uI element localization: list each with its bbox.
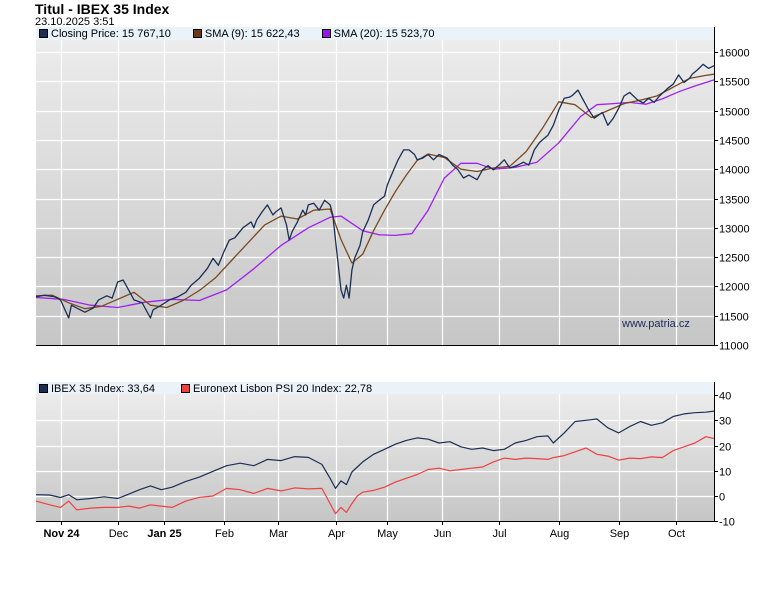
sma9-swatch	[192, 29, 202, 38]
price-y-tick-label: 13000	[719, 224, 750, 236]
compare-y-tick-label: 0	[719, 492, 725, 504]
chart-title: Titul - IBEX 35 Index	[35, 1, 170, 17]
legend-sma20-label: SMA (20): 15 523,70	[333, 27, 435, 40]
price-plot-area	[36, 40, 714, 345]
compare-y-tick-label: 40	[719, 391, 731, 403]
price-y-tick-label: 12000	[719, 282, 750, 294]
compare-y-tick-label: 20	[719, 442, 731, 454]
x-tick-label: Sep	[610, 528, 630, 540]
psi20-swatch	[180, 384, 190, 393]
legend-sma9-label: SMA (9): 15 622,43	[204, 27, 300, 40]
price-y-tick-label: 11000	[719, 341, 749, 353]
price-y-ticks: 16000 15500 15000 14500 14000 13500 13000 12500…	[714, 48, 750, 353]
price-grid	[36, 40, 714, 345]
price-legend-band	[36, 27, 714, 40]
x-tick-label: Mar	[269, 528, 288, 540]
x-ticks: Nov 24 Dec Jan 25 Feb Mar Apr May Jun Jul Aug Sep O…	[43, 521, 685, 540]
x-tick-label: Feb	[215, 528, 234, 540]
legend-closing-price-label: Closing Price: 15 767,10	[51, 27, 171, 40]
compare-legend-band	[36, 382, 714, 394]
price-y-tick-label: 15000	[719, 107, 750, 119]
compare-y-ticks: 40 30 20 10 0 -10	[714, 391, 735, 529]
price-y-tick-label: 13500	[719, 195, 750, 207]
x-tick-label: Oct	[668, 528, 685, 540]
compare-y-tick-label: 10	[719, 467, 731, 479]
ibex-line	[35, 410, 715, 501]
chart-timestamp: 23.10.2025 3:51	[35, 16, 115, 28]
price-legend: Closing Price: 15 767,10 SMA (9): 15 622…	[39, 27, 457, 40]
x-tick-label: Nov 24	[43, 528, 80, 540]
x-tick-label: Jul	[492, 528, 506, 540]
x-tick-label: Jan 25	[147, 528, 181, 540]
legend-ibex-label: IBEX 35 Index: 33,64	[51, 382, 155, 395]
sma20-swatch	[321, 29, 331, 38]
x-tick-label: May	[377, 528, 398, 540]
legend-sma9: SMA (9): 15 622,43	[192, 27, 300, 40]
price-series	[35, 63, 715, 319]
legend-sma20: SMA (20): 15 523,70	[321, 27, 435, 40]
price-y-tick-label: 14000	[719, 165, 750, 177]
compare-plot-area	[36, 394, 714, 521]
x-tick-label: Dec	[109, 528, 129, 540]
compare-grid	[36, 394, 714, 521]
closing-price-line	[35, 63, 715, 319]
compare-legend: IBEX 35 Index: 33,64 Euronext Lisbon PSI…	[39, 382, 394, 395]
ibex-swatch	[39, 384, 48, 393]
price-y-tick-label: 15500	[719, 77, 750, 89]
legend-psi20: Euronext Lisbon PSI 20 Index: 22,78	[180, 382, 373, 395]
x-tick-label: Apr	[328, 528, 345, 540]
psi20-line	[35, 436, 715, 515]
compare-y-tick-label: 30	[719, 416, 731, 428]
price-y-tick-label: 11500	[719, 312, 749, 324]
watermark: www.patria.cz	[621, 318, 690, 330]
legend-psi20-label: Euronext Lisbon PSI 20 Index: 22,78	[192, 382, 373, 395]
price-y-tick-label: 16000	[719, 48, 750, 60]
x-tick-label: Jun	[434, 528, 452, 540]
x-tick-label: Aug	[550, 528, 570, 540]
price-y-tick-label: 14500	[719, 136, 750, 148]
legend-closing-price: Closing Price: 15 767,10	[39, 28, 171, 40]
legend-ibex: IBEX 35 Index: 33,64	[39, 383, 155, 395]
price-y-tick-label: 12500	[719, 253, 750, 265]
closing-price-swatch	[39, 29, 48, 38]
compare-y-tick-label: -10	[719, 517, 735, 529]
compare-series	[35, 410, 715, 515]
